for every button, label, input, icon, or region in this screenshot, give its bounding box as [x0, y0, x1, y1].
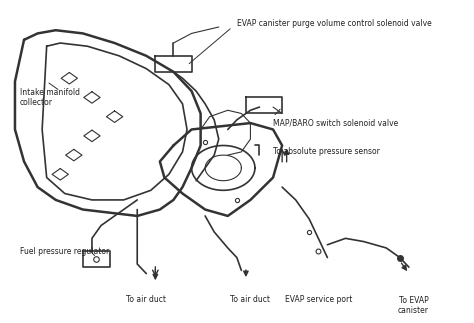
- Text: Intake manifold
collector: Intake manifold collector: [19, 88, 80, 107]
- Text: To EVAP
canister: To EVAP canister: [398, 296, 429, 315]
- Text: MAP/BARO switch solenoid valve: MAP/BARO switch solenoid valve: [273, 119, 398, 128]
- Text: To absolute pressure sensor: To absolute pressure sensor: [273, 147, 380, 156]
- Text: To air duct: To air duct: [126, 295, 166, 304]
- Text: Fuel pressure regulator: Fuel pressure regulator: [19, 247, 109, 256]
- Text: To air duct: To air duct: [230, 295, 271, 304]
- Text: EVAP canister purge volume control solenoid valve: EVAP canister purge volume control solen…: [237, 19, 432, 28]
- Text: EVAP service port: EVAP service port: [285, 295, 352, 304]
